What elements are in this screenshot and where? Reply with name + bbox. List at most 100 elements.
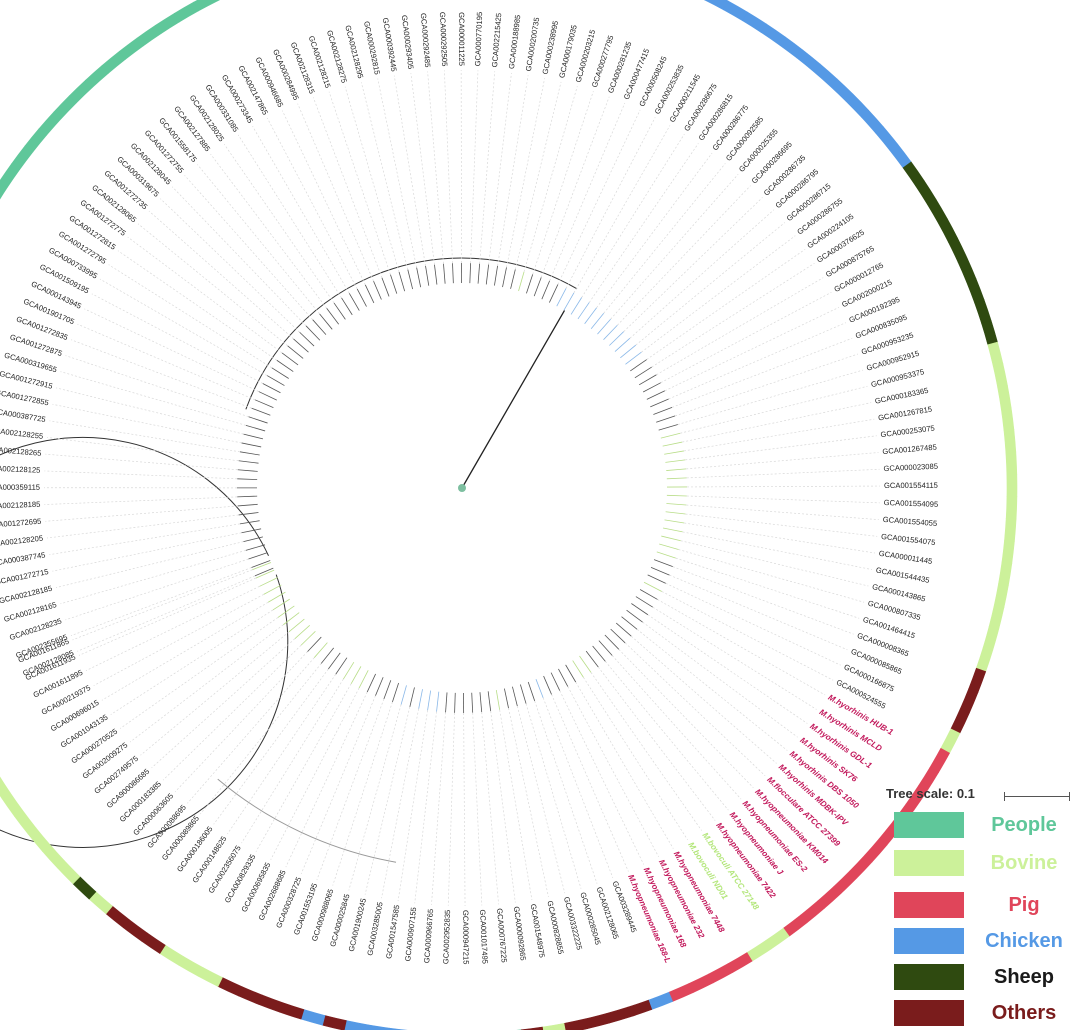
leaf-guide-line (499, 709, 533, 901)
tree-scale-label: Tree scale: 0.1 (886, 786, 975, 801)
leaf-label: GCA000253075 (880, 424, 935, 440)
leaf-label: GCA003285005 (365, 901, 384, 956)
leaf-guide-line (91, 293, 263, 384)
leaf-branch (237, 469, 258, 472)
leaf-guide-line (70, 567, 252, 637)
leaf-guide-line (686, 468, 880, 479)
leaf-branch (319, 313, 333, 330)
leaf-guide-line (44, 470, 238, 480)
leaf-branch (254, 399, 274, 409)
host-ring-segment (975, 647, 994, 672)
leaf-branch (653, 559, 673, 568)
leaf-guide-line (665, 583, 841, 666)
leaf-branch (494, 265, 498, 286)
leaf-guide-line (603, 163, 726, 314)
leaf-label: GCA000183365 (874, 386, 929, 406)
leaf-branch (541, 280, 551, 300)
leaf-guide-line (532, 91, 594, 275)
leaf-guide-line (85, 586, 260, 671)
leaf-guide-line (646, 249, 806, 360)
leaf-branch (293, 338, 309, 353)
leaf-guide-line (99, 278, 268, 376)
leaf-label: GCA000359115 (0, 483, 40, 492)
leaf-guide-line (65, 355, 249, 418)
legend-swatch-chicken (894, 928, 964, 954)
leaf-guide-line (148, 210, 294, 340)
leaf-guide-line (255, 683, 352, 852)
leaf-guide-line (184, 175, 313, 320)
leaf-guide-line (661, 591, 834, 681)
leaf-branch (277, 605, 295, 618)
host-ring-segment (987, 341, 1004, 367)
leaf-branch (533, 277, 542, 297)
clade-arc (245, 257, 578, 410)
leaf-guide-line (463, 712, 466, 906)
host-ring-segment (606, 1006, 632, 1024)
leaf-branch (664, 450, 684, 455)
leaf-label: GCA000966765 (422, 909, 435, 964)
leaf-branch (300, 630, 316, 646)
leaf-branch (375, 677, 384, 696)
leaf-branch (452, 263, 454, 284)
host-ring-segment (727, 952, 753, 973)
legend-label-pig: Pig (1008, 894, 1040, 916)
legend-item-pig: Pig (894, 892, 1084, 920)
host-ring-segment (585, 1013, 610, 1029)
leaf-branch (610, 628, 626, 644)
leaf-guide-line (617, 185, 751, 326)
legend-swatch-others (894, 1000, 964, 1026)
leaf-branch (519, 684, 527, 704)
leaf-branch (639, 589, 658, 600)
leaf-guide-line (129, 624, 284, 743)
leaf-branch (665, 511, 686, 515)
host-ring-segment (1005, 496, 1018, 520)
leaf-guide-line (210, 153, 327, 309)
leaf-branch (584, 307, 597, 324)
leaf-branch (243, 433, 264, 440)
leaf-label: GCA000293405 (400, 14, 416, 69)
leaf-guide-line (160, 198, 300, 333)
leaf-branch (299, 331, 315, 347)
leaf-guide-line (119, 617, 279, 729)
leaf-branch (512, 686, 518, 707)
leaf-guide-line (241, 678, 344, 844)
leaf-label: GCA001272855 (0, 388, 50, 408)
leaf-branch (288, 618, 305, 633)
leaf-branch (626, 609, 643, 623)
leaf-guide-line (300, 695, 376, 874)
leaf-guide-line (575, 681, 674, 849)
legend-swatch-people (894, 812, 964, 838)
leaf-branch (502, 267, 507, 288)
host-ring-segment (258, 994, 284, 1013)
leaf-branch (487, 691, 492, 712)
leaf-guide-line (596, 152, 713, 308)
legend-label-sheep: Sheep (993, 966, 1055, 988)
leaf-branch (570, 297, 583, 315)
host-ring-segment (668, 983, 694, 1002)
host-ring-segment (968, 667, 987, 693)
leaf-guide-line (488, 72, 512, 265)
leaf-guide-line (297, 103, 374, 282)
leaf-guide-line (267, 117, 358, 290)
leaf-branch (634, 366, 652, 379)
leaf-guide-line (197, 164, 320, 315)
leaf-guide-line (377, 78, 417, 268)
host-ring-segment (959, 688, 979, 714)
leaf-guide-line (397, 710, 428, 902)
leaf-guide-line (282, 110, 366, 285)
leaf-guide-line (605, 661, 729, 811)
leaf-guide-line (414, 711, 437, 904)
leaf-branch (659, 543, 679, 550)
leaf-branch (653, 406, 673, 415)
host-ring-segment (988, 604, 1005, 630)
leaf-branch (454, 692, 456, 713)
leaf-guide-line (642, 621, 798, 738)
leaf-branch (251, 407, 271, 416)
leaf-guide-line (472, 712, 483, 906)
leaf-guide-line (360, 82, 409, 270)
host-ring-segment (237, 986, 263, 1005)
leaf-branch (259, 577, 278, 587)
leaf-branch (238, 460, 259, 464)
host-ring-segment (343, 1020, 369, 1030)
